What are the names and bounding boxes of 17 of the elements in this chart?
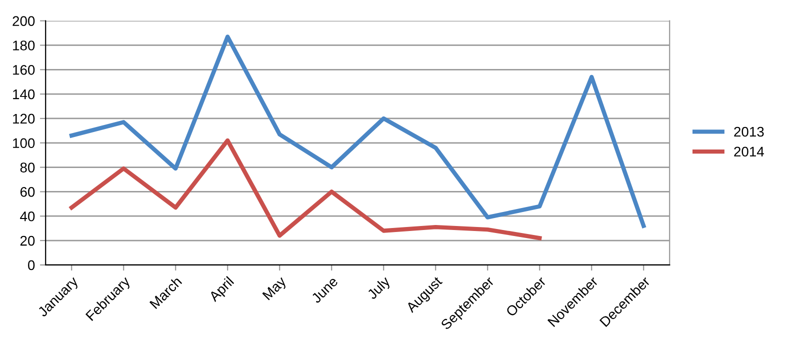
y-tick-label: 40 bbox=[20, 211, 35, 222]
y-tick-label: 100 bbox=[13, 138, 35, 148]
line-series bbox=[70, 34, 646, 228]
y-tick-label: 160 bbox=[13, 64, 35, 75]
y-tick-label: 20 bbox=[20, 236, 35, 246]
y-tick-label: 180 bbox=[13, 40, 35, 50]
y-tick-label: 60 bbox=[20, 187, 35, 197]
y-tick-label: 80 bbox=[20, 162, 35, 172]
x-tick-label: July bbox=[366, 275, 393, 302]
legend-label: 2013 bbox=[734, 126, 764, 137]
y-tick-label: 140 bbox=[13, 89, 35, 100]
legend-label: 2014 bbox=[734, 146, 764, 157]
y-tick-label: 120 bbox=[13, 114, 35, 124]
y-tick-label: 200 bbox=[12, 16, 35, 26]
y-tick-label: 0 bbox=[28, 260, 35, 270]
line-series bbox=[70, 138, 542, 240]
x-tick-label: May bbox=[262, 276, 289, 302]
